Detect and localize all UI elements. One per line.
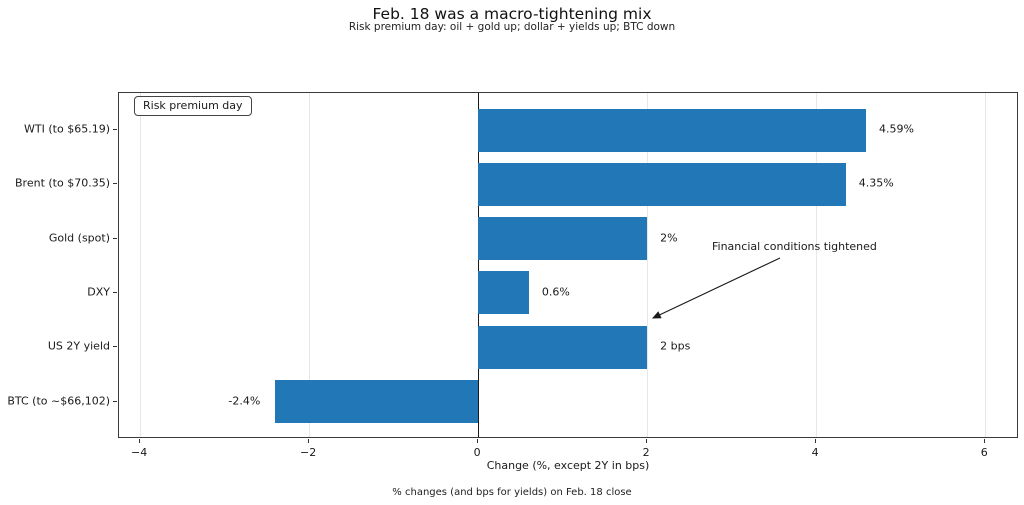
gridline [308, 93, 310, 437]
legend-label: Risk premium day [143, 99, 243, 112]
bar-btc-to-66-102 [275, 380, 479, 423]
bar-gold-spot [478, 217, 648, 261]
chart-title: Feb. 18 was a macro-tightening mix [372, 5, 652, 23]
x-tick-label: 4 [811, 446, 819, 459]
legend: Risk premium day [134, 96, 252, 116]
y-axis-category-label: US 2Y yield [47, 339, 110, 353]
x-axis-label: Change (%, except 2Y in bps) [486, 459, 650, 472]
y-axis-category-label: WTI (to $65.19) [24, 122, 110, 136]
gridline [815, 93, 817, 437]
annotation-text: Financial conditions tightened [712, 240, 877, 253]
bar-us-2y-yield [478, 325, 648, 369]
bar-wti-to-65-19 [478, 108, 867, 152]
chart-subtitle: Risk premium day: oil + gold up; dollar … [348, 21, 676, 33]
gridline [646, 93, 648, 437]
y-axis-tick [113, 129, 117, 130]
y-axis-tick [113, 183, 117, 185]
y-axis-tick [113, 291, 117, 293]
x-tick-label: −4 [131, 446, 148, 459]
y-axis-category-label: BTC (to ~$66,102) [7, 394, 110, 407]
bar-value-label: 4.59% [879, 122, 914, 136]
y-axis-category-label: DXY [87, 285, 110, 299]
x-axis-tick [139, 439, 141, 443]
x-axis-tick [815, 439, 817, 443]
bar-value-label: -2.4% [228, 394, 261, 407]
footer-caption: % changes (and bps for yields) on Feb. 1… [392, 487, 632, 498]
y-axis-category-label: Brent (to $70.35) [15, 176, 110, 190]
x-tick-label: 0 [473, 446, 481, 459]
bar-value-label: 2 bps [660, 339, 691, 353]
y-axis-tick [113, 237, 117, 239]
bar-dxy [478, 271, 529, 315]
bar-value-label: 4.35% [858, 176, 894, 190]
x-axis-tick [477, 439, 479, 443]
gridline [984, 93, 986, 437]
gridline [139, 93, 141, 437]
zero-reference-line [477, 93, 479, 437]
bar-brent-to-70-35 [478, 162, 846, 206]
x-tick-label: 2 [642, 446, 650, 459]
x-axis-tick [984, 439, 986, 443]
bar-value-label: 2% [660, 231, 678, 245]
x-tick-label: 6 [980, 446, 988, 459]
y-axis-tick [113, 400, 117, 402]
x-axis-tick [308, 439, 310, 443]
x-tick-label: −2 [300, 446, 317, 459]
bar-value-label: 0.6% [541, 285, 570, 299]
y-axis-tick [113, 346, 117, 348]
y-axis-category-label: Gold (spot) [48, 231, 110, 245]
plot-area [118, 92, 1018, 438]
x-axis-tick [646, 439, 648, 443]
